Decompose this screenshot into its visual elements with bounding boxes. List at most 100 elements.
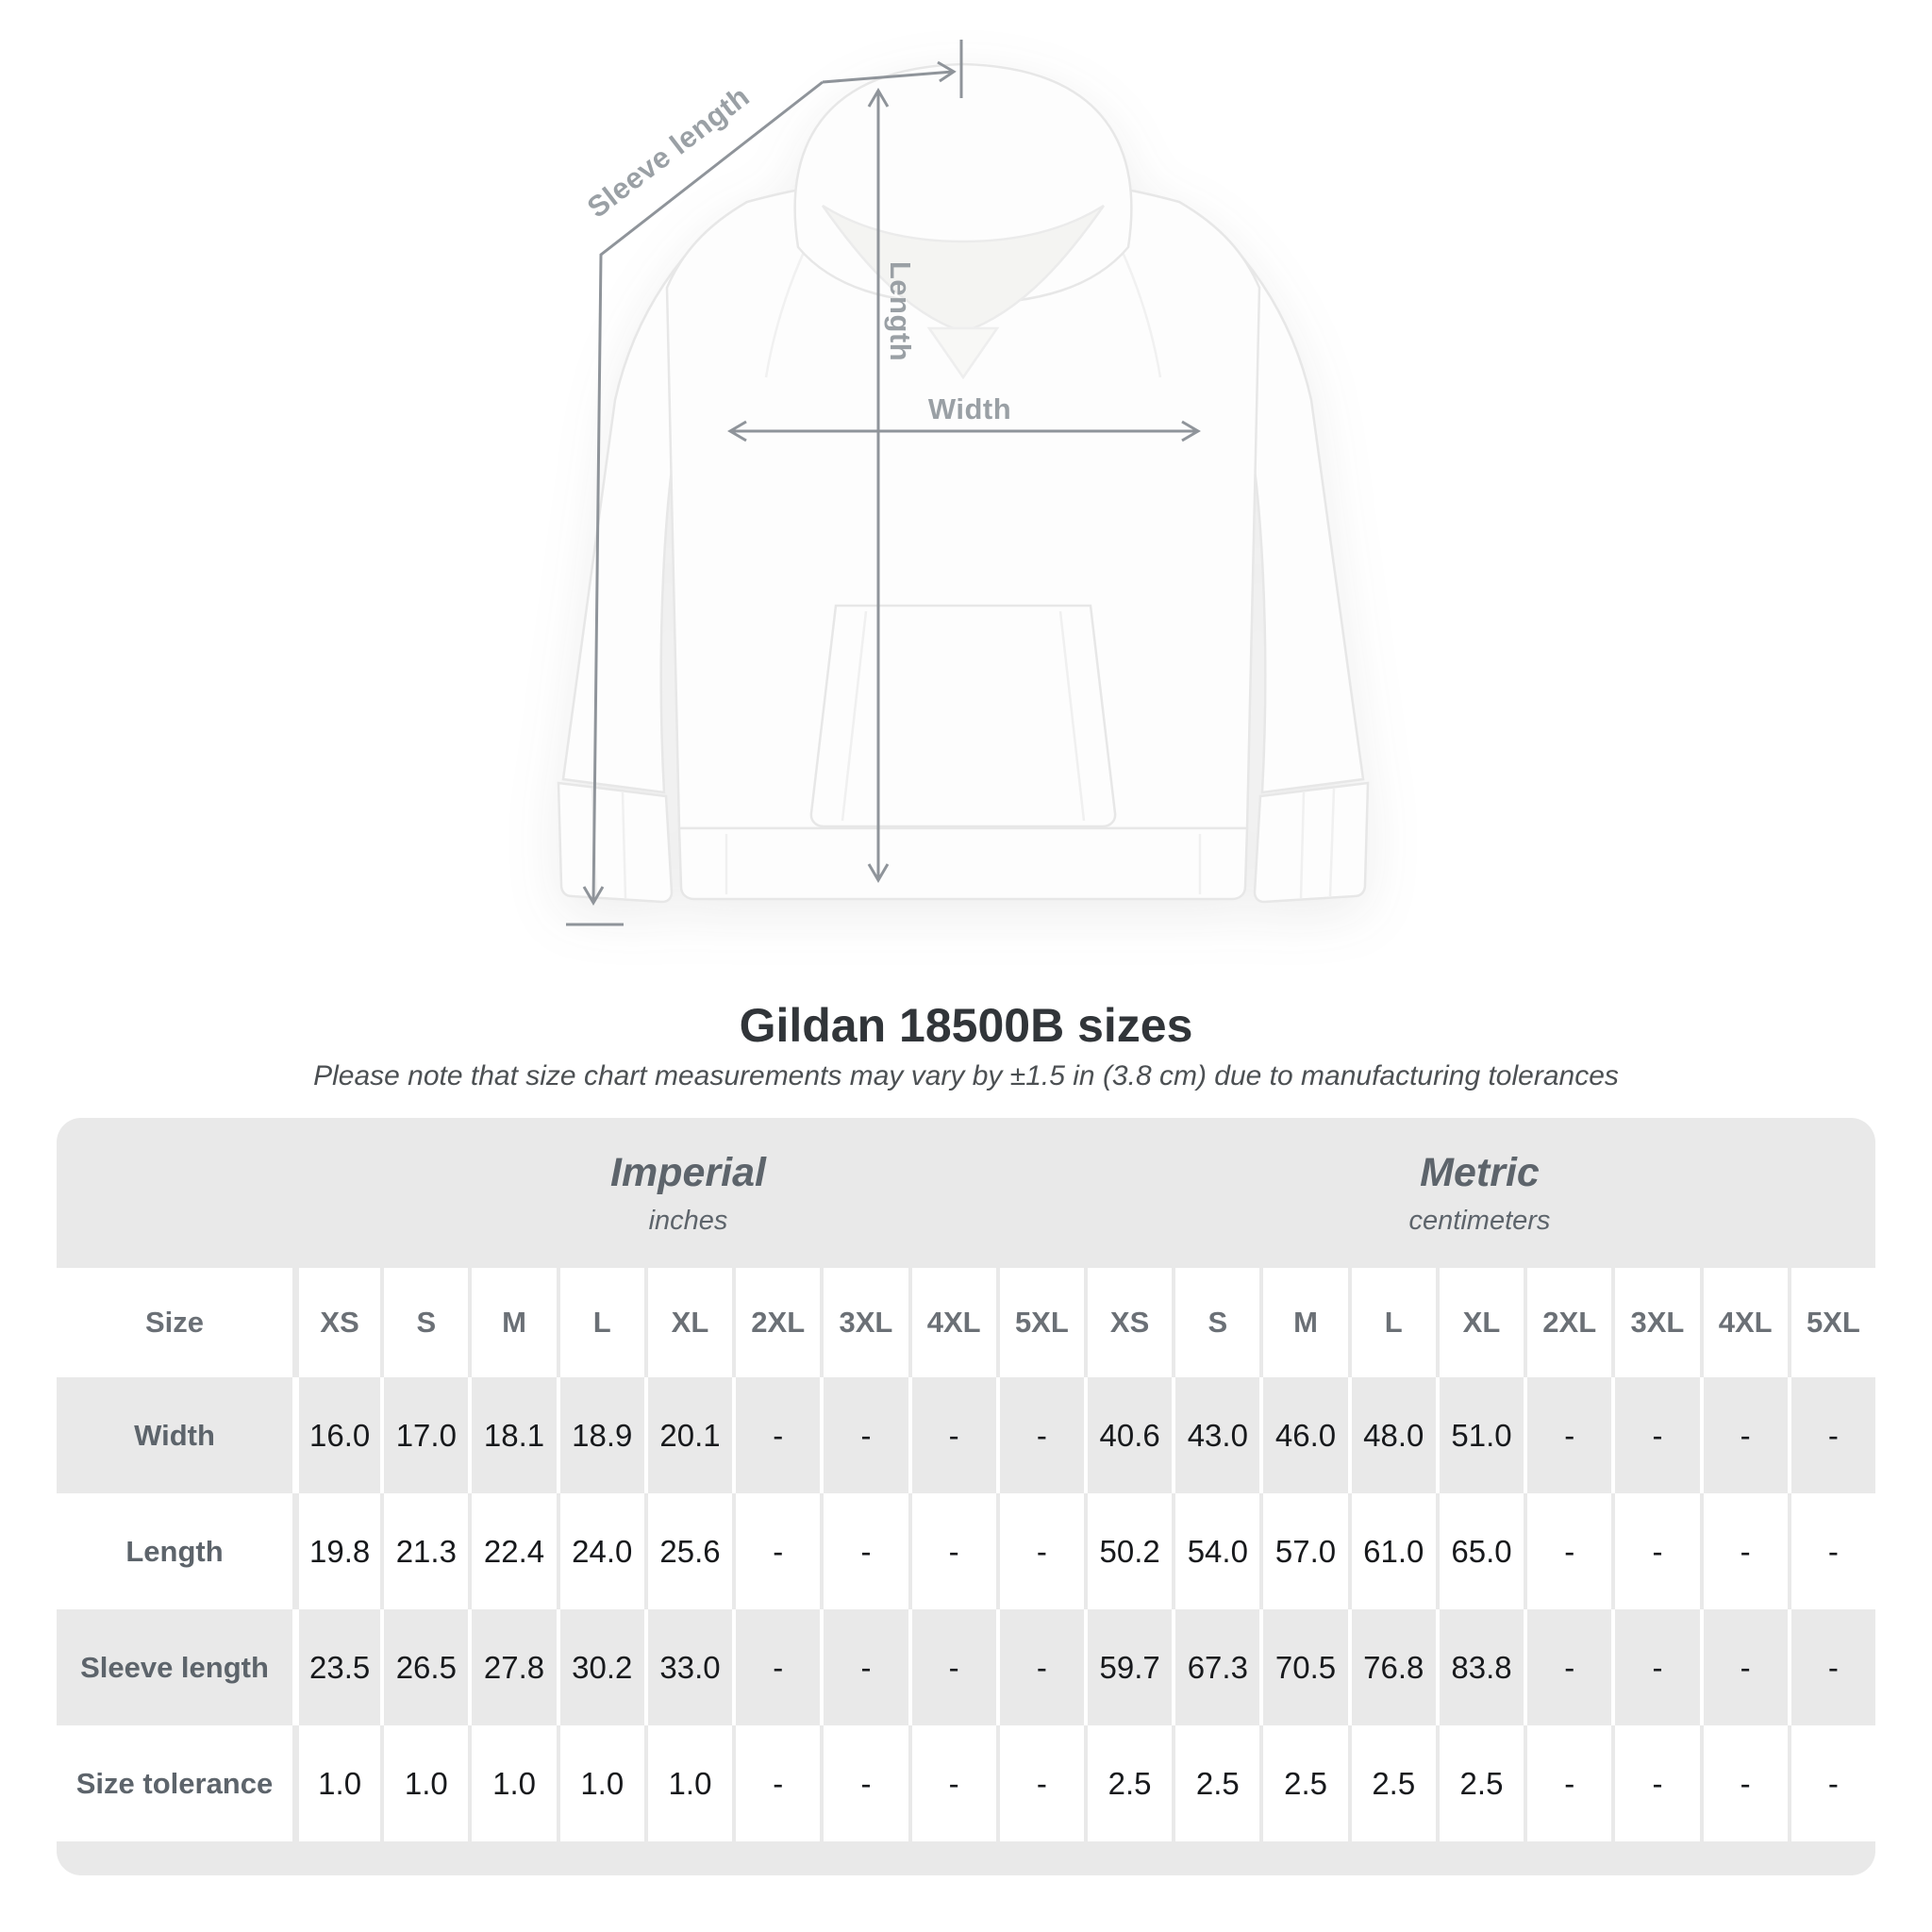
value-cell: 50.2: [1083, 1493, 1173, 1609]
value-cell: -: [908, 1609, 996, 1725]
value-cell: 43.0: [1172, 1377, 1259, 1493]
length-measure: [867, 88, 890, 883]
value-cell: 83.8: [1435, 1609, 1524, 1725]
value-cell: -: [1787, 1377, 1875, 1493]
value-cell: 25.6: [643, 1493, 733, 1609]
value-cell: -: [908, 1725, 996, 1841]
value-cell: -: [995, 1609, 1084, 1725]
value-cell: -: [908, 1377, 996, 1493]
value-cell: -: [820, 1377, 908, 1493]
value-cell: 61.0: [1347, 1493, 1436, 1609]
imperial-group-unit: inches: [648, 1205, 728, 1236]
value-cell: 23.5: [292, 1609, 380, 1725]
value-cell: -: [1787, 1725, 1875, 1841]
value-cell: -: [1611, 1725, 1700, 1841]
pocket-left-opening: [841, 610, 868, 822]
hoodie-measurement-diagram: Sleeve length Length Width: [557, 40, 1370, 926]
value-cell: -: [732, 1609, 820, 1725]
value-cell: 24.0: [556, 1493, 644, 1609]
value-cell: -: [1524, 1725, 1612, 1841]
value-cell: 65.0: [1435, 1493, 1524, 1609]
value-cell: 2.5: [1435, 1725, 1524, 1841]
hoodie-hem-band: [677, 826, 1249, 901]
size-col-header: XS: [1083, 1268, 1173, 1377]
hoodie-left-cuff: [557, 781, 674, 904]
value-cell: -: [1699, 1725, 1788, 1841]
hoodie-pocket: [809, 604, 1117, 828]
size-col-header: 4XL: [908, 1268, 996, 1377]
row-label: Length: [57, 1493, 292, 1609]
sleeve-length-measure: [566, 40, 963, 926]
value-cell: -: [1787, 1609, 1875, 1725]
value-cell: 18.9: [556, 1377, 644, 1493]
measurement-lines: [566, 40, 1201, 926]
imperial-group-header: Imperial inches: [292, 1118, 1084, 1268]
value-cell: -: [1611, 1609, 1699, 1725]
value-cell: -: [1699, 1377, 1788, 1493]
value-cell: -: [1524, 1377, 1611, 1493]
pocket-right-opening: [1058, 610, 1086, 822]
size-col-header: 4XL: [1699, 1268, 1788, 1377]
value-cell: -: [995, 1493, 1084, 1609]
value-cell: -: [995, 1377, 1084, 1493]
size-col-header: XL: [1435, 1268, 1524, 1377]
value-cell: -: [1787, 1493, 1875, 1609]
value-cell: 2.5: [1347, 1725, 1436, 1841]
metric-group-name: Metric: [1420, 1149, 1540, 1195]
hoodie-illustration: [557, 40, 1370, 926]
value-cell: 48.0: [1347, 1377, 1436, 1493]
size-col-header: 2XL: [732, 1268, 821, 1377]
size-col-header: S: [1172, 1268, 1260, 1377]
value-cell: -: [1524, 1609, 1611, 1725]
value-cell: 1.0: [292, 1725, 381, 1841]
value-cell: 1.0: [468, 1725, 557, 1841]
size-col-header: 5XL: [1787, 1268, 1875, 1377]
value-cell: 2.5: [1172, 1725, 1260, 1841]
value-cell: 76.8: [1347, 1609, 1436, 1725]
table-bottom-band: [57, 1841, 1875, 1875]
size-col-header: S: [380, 1268, 469, 1377]
width-label: Width: [927, 392, 1012, 425]
size-col-header: 5XL: [995, 1268, 1084, 1377]
size-col-header: 3XL: [820, 1268, 908, 1377]
size-col-header: M: [468, 1268, 557, 1377]
value-cell: 2.5: [1259, 1725, 1348, 1841]
hoodie-garment: [557, 62, 1370, 904]
size-table: Imperial inches Metric centimeters Size X…: [57, 1118, 1875, 1875]
value-cell: 30.2: [556, 1609, 644, 1725]
value-cell: 33.0: [643, 1609, 732, 1725]
value-cell: -: [820, 1493, 908, 1609]
value-cell: 40.6: [1083, 1377, 1172, 1493]
value-cell: -: [1611, 1493, 1700, 1609]
page-title: Gildan 18500B sizes: [739, 999, 1193, 1052]
size-col-header: XL: [643, 1268, 733, 1377]
value-cell: 22.4: [468, 1493, 557, 1609]
value-cell: 21.3: [380, 1493, 469, 1609]
hoodie-hood-lining: [821, 204, 1106, 334]
size-col-header: L: [556, 1268, 644, 1377]
value-cell: -: [1699, 1609, 1788, 1725]
metric-group-header: Metric centimeters: [1084, 1118, 1875, 1268]
value-cell: -: [820, 1725, 908, 1841]
row-label: Sleeve length: [80, 1650, 269, 1684]
size-column-header: Size: [57, 1268, 292, 1377]
value-cell: 18.1: [468, 1377, 556, 1493]
value-cell: 20.1: [643, 1377, 732, 1493]
value-cell: -: [1699, 1493, 1788, 1609]
size-col-header: M: [1259, 1268, 1348, 1377]
tolerance-note: Please note that size chart measurements…: [313, 1060, 1619, 1091]
metric-group-unit: centimeters: [1408, 1205, 1551, 1236]
value-cell: 46.0: [1259, 1377, 1347, 1493]
value-cell: 19.8: [292, 1493, 381, 1609]
size-col-header: 3XL: [1611, 1268, 1700, 1377]
row-label: Size tolerance: [57, 1725, 292, 1841]
value-cell: 54.0: [1172, 1493, 1260, 1609]
hoodie-right-cuff: [1253, 781, 1370, 904]
value-cell: 16.0: [292, 1377, 380, 1493]
value-cell: -: [820, 1609, 908, 1725]
value-cell: 1.0: [556, 1725, 644, 1841]
value-cell: 67.3: [1172, 1609, 1259, 1725]
value-cell: -: [1611, 1377, 1699, 1493]
value-cell: -: [732, 1377, 820, 1493]
